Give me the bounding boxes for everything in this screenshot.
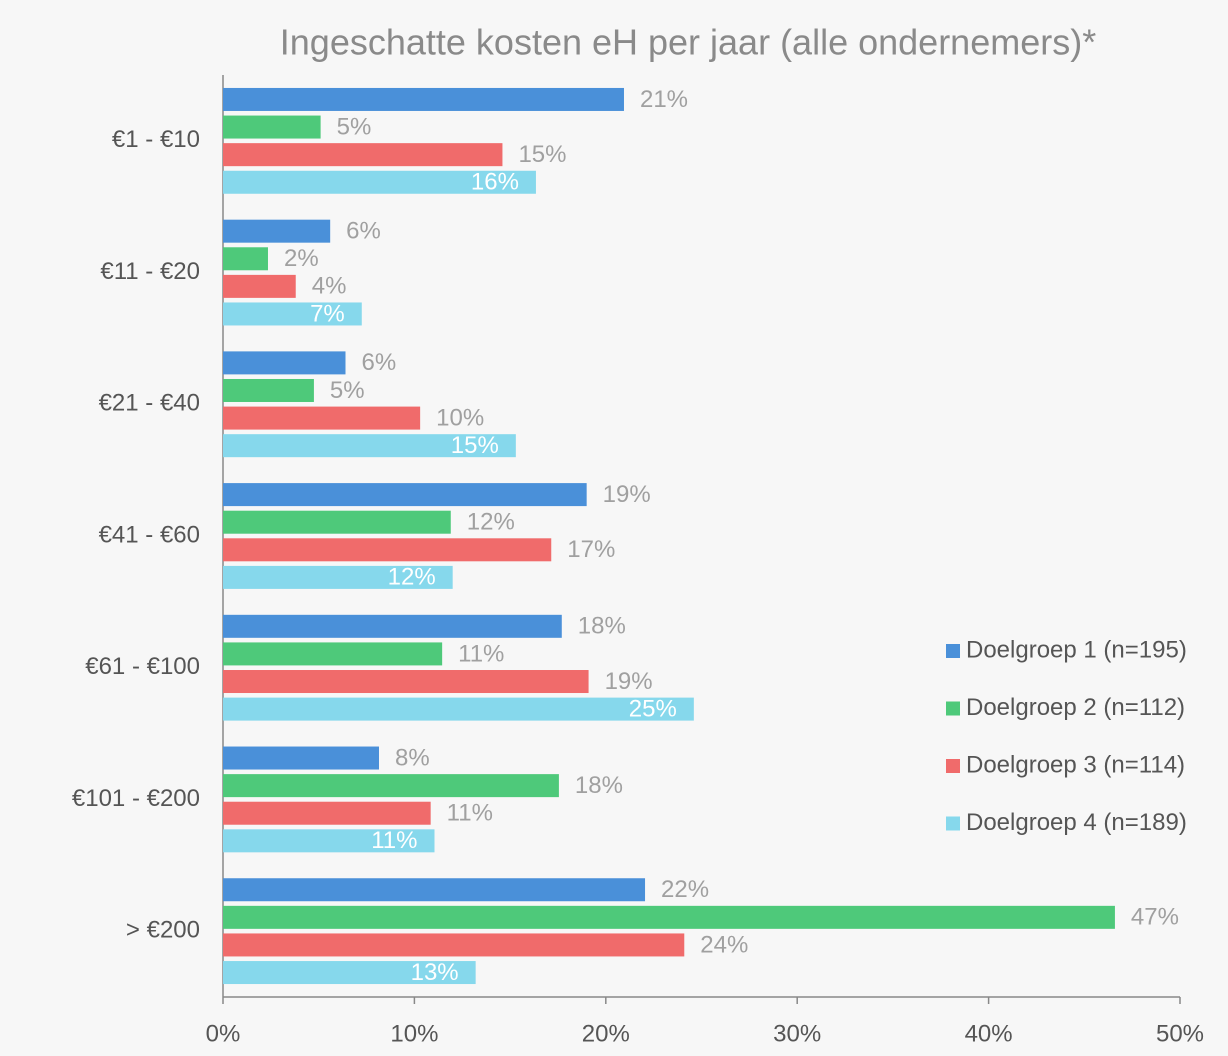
data-label: 18% bbox=[575, 772, 623, 799]
legend-swatch bbox=[946, 644, 960, 658]
data-label: 25% bbox=[629, 695, 677, 722]
data-label: 10% bbox=[436, 404, 484, 431]
bar bbox=[223, 697, 694, 721]
y-tick-label: €101 - €200 bbox=[72, 785, 200, 812]
data-label: 16% bbox=[471, 169, 519, 196]
bar bbox=[223, 801, 431, 825]
data-label: 15% bbox=[451, 432, 499, 459]
y-tick-label: > €200 bbox=[126, 916, 200, 943]
data-label: 6% bbox=[361, 349, 396, 376]
legend-label: Doelgroep 2 (n=112) bbox=[966, 694, 1185, 721]
legend-swatch bbox=[946, 816, 960, 831]
bar bbox=[223, 614, 562, 638]
data-label: 6% bbox=[346, 218, 381, 245]
data-label: 19% bbox=[603, 481, 651, 508]
data-label: 7% bbox=[310, 300, 345, 327]
bar bbox=[223, 483, 587, 507]
bar bbox=[223, 406, 421, 430]
bar bbox=[223, 170, 536, 194]
data-label: 11% bbox=[458, 640, 504, 667]
x-tick-label: 40% bbox=[965, 1020, 1013, 1047]
data-label: 8% bbox=[395, 744, 430, 771]
data-label: 22% bbox=[661, 876, 709, 903]
bar bbox=[223, 510, 451, 534]
bar bbox=[223, 434, 516, 458]
data-label: 21% bbox=[640, 86, 688, 113]
data-label: 18% bbox=[578, 613, 626, 640]
bar bbox=[223, 538, 552, 562]
x-tick-label: 0% bbox=[206, 1020, 241, 1047]
bar bbox=[223, 143, 503, 167]
bar bbox=[223, 774, 559, 798]
x-tick-label: 20% bbox=[582, 1020, 630, 1047]
bar bbox=[223, 933, 685, 957]
y-tick-label: €1 - €10 bbox=[112, 126, 200, 153]
data-label: 19% bbox=[605, 668, 653, 695]
bar bbox=[223, 878, 646, 902]
y-tick-label: €41 - €60 bbox=[99, 521, 200, 548]
data-label: 15% bbox=[518, 141, 566, 168]
bar bbox=[223, 670, 589, 694]
data-label: 5% bbox=[337, 113, 372, 140]
bar bbox=[223, 829, 435, 853]
data-label: 4% bbox=[312, 273, 347, 300]
bar bbox=[223, 351, 346, 375]
data-label: 11% bbox=[371, 827, 417, 854]
data-label: 47% bbox=[1131, 904, 1179, 931]
bar bbox=[223, 905, 1115, 929]
data-label: 5% bbox=[330, 377, 365, 404]
y-tick-label: €11 - €20 bbox=[100, 258, 200, 285]
data-label: 2% bbox=[284, 245, 319, 272]
bar bbox=[223, 565, 453, 589]
legend-swatch bbox=[946, 759, 960, 773]
x-tick-label: 10% bbox=[390, 1020, 438, 1047]
bar bbox=[223, 87, 624, 111]
data-label: 12% bbox=[388, 564, 436, 591]
bar bbox=[223, 247, 268, 271]
data-label: 24% bbox=[700, 931, 748, 958]
bar bbox=[223, 219, 331, 243]
bar bbox=[223, 961, 476, 985]
bar bbox=[223, 642, 443, 666]
data-label: 13% bbox=[411, 959, 459, 986]
x-tick-label: 50% bbox=[1156, 1020, 1204, 1047]
bar bbox=[223, 378, 314, 402]
legend-label: Doelgroep 1 (n=195) bbox=[966, 636, 1187, 663]
bar bbox=[223, 302, 362, 326]
data-label: 17% bbox=[567, 536, 615, 563]
x-tick-label: 30% bbox=[773, 1020, 821, 1047]
legend-label: Doelgroep 4 (n=189) bbox=[966, 809, 1187, 836]
bar bbox=[223, 746, 379, 770]
y-tick-label: €21 - €40 bbox=[99, 390, 200, 417]
bar bbox=[223, 115, 321, 139]
legend-label: Doelgroep 3 (n=114) bbox=[966, 751, 1185, 778]
bar bbox=[223, 274, 296, 298]
data-label: 12% bbox=[467, 509, 515, 536]
legend-swatch bbox=[946, 701, 960, 716]
data-label: 11% bbox=[447, 800, 493, 827]
chart-title: Ingeschatte kosten eH per jaar (alle ond… bbox=[280, 22, 1096, 63]
y-tick-label: €61 - €100 bbox=[85, 653, 200, 680]
